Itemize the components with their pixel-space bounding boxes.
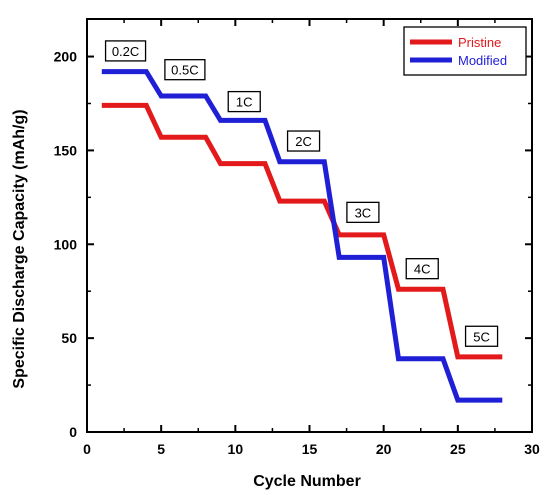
annotation-box [286, 130, 321, 152]
y-tick-label: 200 [54, 49, 78, 65]
series-line-modified [101, 69, 503, 403]
y-tick-label: 50 [61, 330, 77, 346]
annotation-box [346, 201, 380, 224]
annotation-box [164, 59, 206, 81]
y-tick-label: 150 [54, 142, 78, 158]
y-tick-label: 100 [54, 236, 78, 252]
annotation-box [405, 258, 439, 280]
annotation-label: 5C [473, 329, 490, 344]
annotation-label: 0.2C [112, 44, 139, 59]
annotation-label: 4C [414, 262, 431, 277]
annotation-box [464, 325, 499, 347]
x-tick-label: 0 [83, 441, 91, 457]
legend-box [403, 26, 527, 76]
y-axis-label: Specific Discharge Capacity (mAh/g) [11, 109, 28, 388]
annotation-label: 3C [355, 205, 372, 220]
legend-label-modified: Modified [458, 53, 507, 68]
x-tick-label: 25 [450, 441, 466, 457]
y-tick-label: 0 [69, 424, 77, 440]
annotation-label: 2C [295, 134, 312, 149]
series-line-pristine [101, 102, 503, 360]
x-tick-label: 20 [376, 441, 392, 457]
annotation-box [104, 40, 147, 62]
x-tick-label: 10 [228, 441, 244, 457]
annotation-label: 1C [236, 95, 253, 110]
annotation-label: 0.5C [171, 63, 198, 78]
legend: Pristine Modified [403, 26, 527, 76]
annotation-box [227, 90, 261, 113]
plot-area: 0 5 10 15 20 25 30 0 50 100 150 200 0.2C 0.5C 1C 2C 3C 4C… [54, 18, 540, 457]
legend-label-pristine: Pristine [458, 35, 501, 50]
x-axis-label: Cycle Number [253, 473, 361, 490]
x-tick-label: 15 [302, 441, 318, 457]
x-tick-label: 30 [524, 441, 540, 457]
x-tick-label: 5 [157, 441, 165, 457]
